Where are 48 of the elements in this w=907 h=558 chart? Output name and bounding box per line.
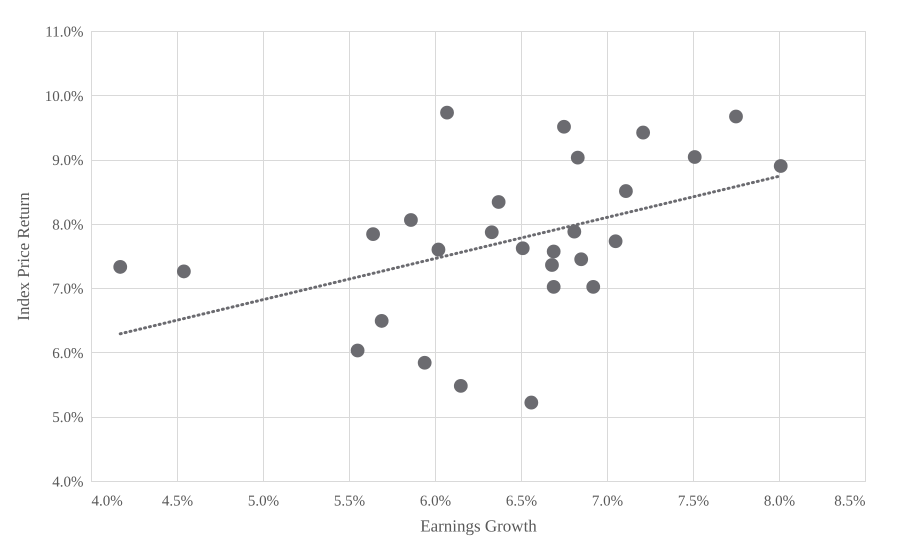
point bbox=[586, 280, 600, 294]
x-tick-label: 7.5% bbox=[678, 494, 710, 510]
y-tick-label: 10.0% bbox=[44, 88, 84, 105]
point bbox=[570, 150, 585, 165]
point bbox=[366, 227, 380, 242]
point bbox=[418, 356, 432, 370]
x-tick-label: 6.5% bbox=[506, 494, 538, 510]
point bbox=[524, 396, 538, 410]
x-tick-label: 8.5% bbox=[834, 494, 866, 510]
point bbox=[440, 106, 454, 120]
point bbox=[545, 258, 559, 272]
y-tick-label: 11.0% bbox=[45, 24, 84, 40]
x-tick-label: 6.0% bbox=[420, 494, 452, 510]
x-tick-label: 5.5% bbox=[334, 494, 366, 510]
x-tick-label: 4.5% bbox=[162, 494, 194, 510]
point bbox=[567, 224, 582, 238]
point bbox=[608, 234, 622, 248]
point bbox=[350, 344, 364, 358]
point bbox=[636, 126, 650, 140]
x-tick-label: 4.0% bbox=[92, 494, 123, 510]
point bbox=[374, 314, 389, 328]
point bbox=[619, 184, 633, 198]
point bbox=[454, 378, 468, 393]
x-tick-label: 7.0% bbox=[592, 494, 624, 510]
point bbox=[574, 252, 588, 266]
x-tick-label: 8.0% bbox=[764, 494, 796, 510]
y-tick-label: 7.0% bbox=[52, 282, 84, 298]
point bbox=[774, 159, 788, 173]
point bbox=[432, 242, 446, 256]
point bbox=[484, 225, 499, 240]
point bbox=[557, 120, 571, 134]
y-tick-label: 6.0% bbox=[52, 346, 84, 362]
y-axis-title: Index Price Return bbox=[14, 192, 33, 321]
y-tick-label: 8.0% bbox=[52, 217, 84, 234]
point bbox=[176, 264, 191, 278]
point bbox=[404, 213, 418, 227]
y-tick-label: 5.0% bbox=[52, 410, 84, 426]
point bbox=[546, 280, 561, 294]
x-axis-title: Earnings Growth bbox=[420, 516, 538, 536]
point bbox=[546, 244, 561, 258]
point bbox=[113, 260, 128, 274]
point bbox=[729, 110, 743, 124]
point bbox=[492, 195, 506, 209]
point bbox=[516, 241, 530, 256]
y-tick-label: 9.0% bbox=[52, 153, 84, 170]
point bbox=[688, 150, 702, 164]
x-tick-label: 5.0% bbox=[248, 494, 280, 510]
y-tick-label: 4.0% bbox=[52, 474, 84, 490]
